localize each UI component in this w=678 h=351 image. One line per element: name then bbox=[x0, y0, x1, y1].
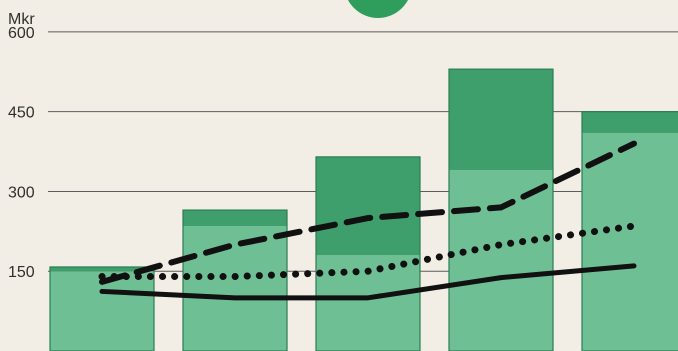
series-line-dotted bbox=[98, 222, 638, 281]
series-line-dashed bbox=[99, 140, 637, 285]
bar-lower-2 bbox=[183, 226, 287, 351]
bar-group bbox=[49, 68, 678, 351]
y-tick-label-150: 150 bbox=[8, 264, 35, 281]
y-tick-labels: 150 300 450 600 bbox=[8, 25, 35, 281]
series-line-solid bbox=[99, 263, 637, 301]
y-axis-label: Mkr bbox=[8, 11, 35, 28]
y-tick-label-300: 300 bbox=[8, 184, 35, 201]
bar-outline-2 bbox=[182, 209, 288, 351]
bar-outline-4 bbox=[448, 68, 554, 351]
bar-upper-5 bbox=[582, 111, 678, 133]
bar-outline-3 bbox=[315, 156, 421, 351]
bar-lower-4 bbox=[449, 170, 553, 351]
bar-upper-4 bbox=[449, 69, 553, 171]
y-tick-label-600: 600 bbox=[8, 25, 35, 42]
accent-circle-icon bbox=[348, 0, 408, 18]
bar-upper-2 bbox=[183, 210, 287, 227]
bar-lower-5 bbox=[582, 132, 678, 351]
series-group bbox=[98, 140, 638, 301]
bar-upper-3 bbox=[316, 156, 420, 256]
bar-upper-1 bbox=[50, 266, 154, 272]
y-tick-label-450: 450 bbox=[8, 105, 35, 122]
